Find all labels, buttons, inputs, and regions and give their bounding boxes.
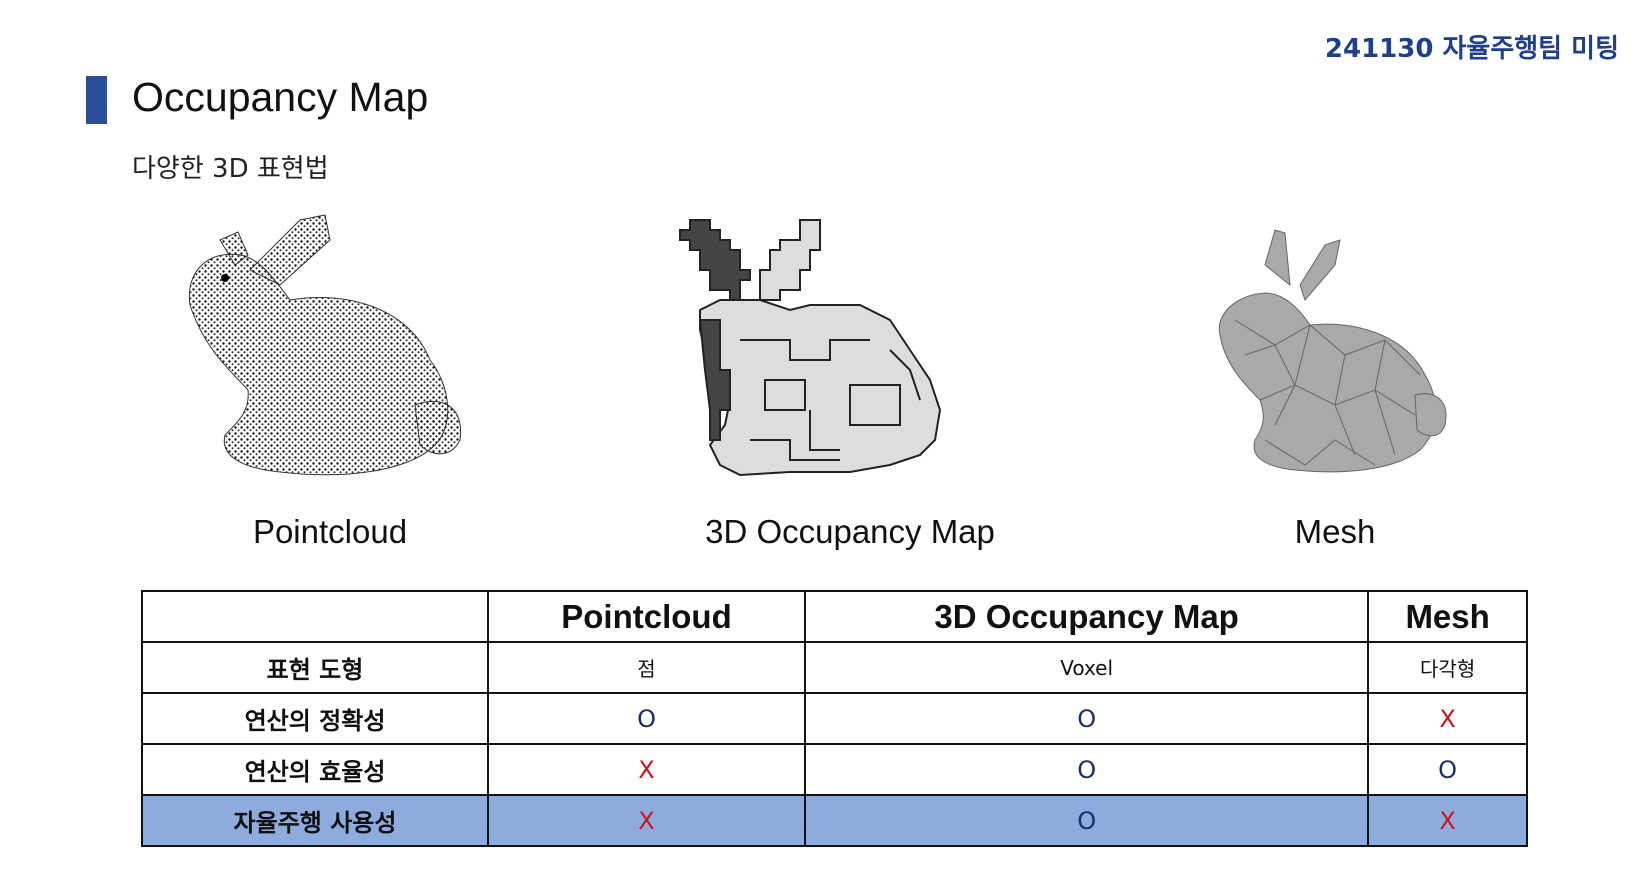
table-cell: X xyxy=(1367,692,1528,745)
voxel-bunny-icon xyxy=(679,219,942,477)
table-cell: O xyxy=(804,794,1370,847)
table-row: 연산의 정확성 O O X xyxy=(141,692,1528,745)
table-cell: O xyxy=(1367,743,1528,796)
page-subtitle: 다양한 3D 표현법 xyxy=(132,154,329,184)
point-cloud-bunny-image xyxy=(180,210,480,510)
point-cloud-bunny-icon xyxy=(188,214,462,476)
table-header-row: Pointcloud 3D Occupancy Map Mesh xyxy=(141,590,1528,643)
voxel-bunny-image xyxy=(670,210,990,510)
table-cell: 점 xyxy=(486,641,807,694)
table-row-highlighted: 자율주행 사용성 X O X xyxy=(141,794,1528,847)
table-row: 연산의 효율성 X O O xyxy=(141,743,1528,796)
table-cell: Voxel xyxy=(804,641,1370,694)
page-title: Occupancy Map xyxy=(132,74,429,120)
header-cell-empty xyxy=(141,590,489,643)
row-label: 자율주행 사용성 xyxy=(141,794,489,847)
table-cell: O xyxy=(486,692,807,745)
meeting-tag: 241130 자율주행팀 미팅 xyxy=(1324,34,1619,64)
comparison-table: Pointcloud 3D Occupancy Map Mesh 표현 도형 점… xyxy=(141,590,1528,847)
occupancy-map-caption: 3D Occupancy Map xyxy=(705,513,995,550)
title-accent-bar xyxy=(86,76,107,124)
table-cell: X xyxy=(486,743,807,796)
header-cell-occupancy-map: 3D Occupancy Map xyxy=(804,590,1370,643)
header-cell-mesh: Mesh xyxy=(1367,590,1528,643)
table-cell: X xyxy=(486,794,807,847)
row-label: 연산의 효율성 xyxy=(141,743,489,796)
mesh-bunny-icon xyxy=(1218,229,1447,473)
mesh-bunny-image xyxy=(1205,225,1455,495)
row-label: 표현 도형 xyxy=(141,641,489,694)
mesh-caption: Mesh xyxy=(1294,513,1376,550)
table-cell: 다각형 xyxy=(1367,641,1528,694)
row-label: 연산의 정확성 xyxy=(141,692,489,745)
table-row: 표현 도형 점 Voxel 다각형 xyxy=(141,641,1528,694)
table-cell: O xyxy=(804,743,1370,796)
table-cell: O xyxy=(804,692,1370,745)
header-cell-pointcloud: Pointcloud xyxy=(486,590,807,643)
table-cell: X xyxy=(1367,794,1528,847)
pointcloud-caption: Pointcloud xyxy=(252,513,408,550)
